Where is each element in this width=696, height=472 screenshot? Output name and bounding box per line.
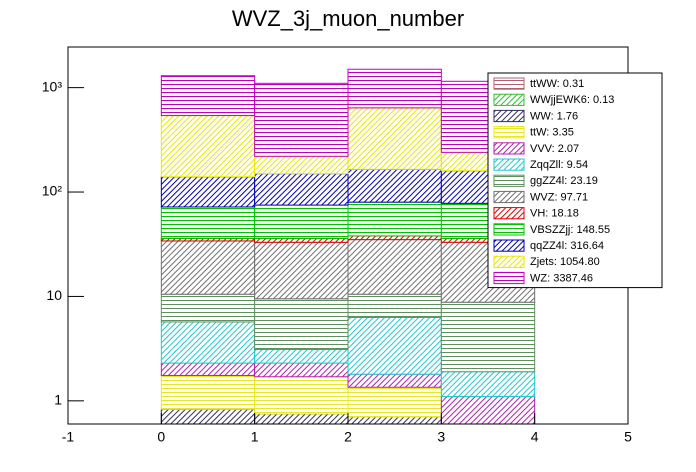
bar-segment (347, 416, 442, 425)
bar-segment (254, 413, 349, 425)
legend-label: VBSZZjj: 148.55 (530, 224, 610, 236)
bar-segment (347, 293, 442, 318)
legend-swatch (493, 239, 525, 252)
bar-segment (347, 386, 442, 418)
x-tick-label: 3 (437, 429, 445, 445)
bar-segment (254, 173, 349, 206)
bar-segment (254, 204, 349, 239)
bar-segment (440, 371, 536, 398)
legend-label: ZqqZll: 9.54 (530, 159, 588, 171)
legend: ttWW: 0.31 WWjjEWK6: 0.13 WW: 1.76 ttW: 3.3… (487, 72, 663, 289)
legend-label: qqZZ4l: 316.64 (530, 240, 604, 252)
legend-label: WW: 1.76 (530, 110, 578, 122)
x-tick-label: -1 (62, 429, 75, 445)
y-tick-label: 10³ (42, 78, 63, 94)
bar-segment (160, 362, 256, 376)
legend-swatch (493, 109, 525, 123)
bar-segment (254, 82, 349, 157)
bar-segment (347, 316, 442, 375)
bar-segment (160, 176, 256, 208)
legend-label: WWjjEWK6: 0.13 (530, 94, 614, 106)
legend-label: ttW: 3.35 (530, 127, 574, 139)
bar-segment (160, 206, 256, 239)
x-tick-label: 2 (344, 429, 352, 445)
bar-segment (254, 298, 349, 351)
y-tick-label: 10 (46, 287, 62, 303)
legend-label: Zjets: 1054.80 (530, 256, 600, 268)
bar-segment (347, 201, 442, 237)
bar-segment (347, 235, 442, 241)
legend-label: ggZZ4l: 23.19 (530, 175, 598, 187)
legend-label: ttWW: 0.31 (530, 78, 584, 90)
bar-segment (254, 237, 349, 243)
bar-segment (347, 239, 442, 295)
bar-segment (440, 301, 536, 373)
legend-label: VVV: 2.07 (530, 143, 579, 155)
bar-segment (254, 155, 349, 175)
legend-swatch (493, 174, 525, 187)
legend-swatch (493, 223, 525, 236)
bar-segment (254, 376, 349, 415)
stack (160, 68, 536, 425)
bar-segment (440, 396, 536, 425)
bar-segment (160, 408, 256, 425)
bar-segment (347, 107, 442, 170)
legend-swatch (493, 255, 525, 268)
bar-segment (347, 68, 442, 109)
bar-segment (160, 293, 256, 323)
legend-swatch (493, 93, 525, 106)
legend-swatch (493, 142, 525, 155)
legend-label: WZ: 3387.46 (530, 272, 593, 284)
axes: -1 0 1 2 3 4 5 1 10 10² 10³ (42, 78, 632, 444)
legend-swatch (493, 126, 525, 139)
x-tick-label: 1 (251, 429, 259, 445)
bar-segment (347, 168, 442, 203)
legend-swatch (493, 190, 525, 204)
bar-segment (160, 115, 256, 178)
x-tick-label: 5 (624, 429, 632, 445)
bar-segment (160, 75, 256, 117)
bar-segment (160, 374, 256, 410)
legend-swatch (493, 207, 525, 220)
bar-segment (254, 349, 349, 364)
legend-swatch (493, 271, 525, 285)
x-tick-label: 4 (531, 429, 539, 445)
chart-title: WVZ_3j_muon_number (232, 6, 464, 31)
x-tick-label: 0 (157, 429, 165, 445)
legend-swatch (493, 77, 525, 90)
bar-segment (254, 362, 349, 378)
y-tick-label: 10² (42, 183, 63, 199)
legend-label: WVZ: 97.71 (530, 191, 588, 203)
bar-segment (347, 373, 442, 388)
legend-swatch (493, 158, 525, 171)
legend-label: VH: 18.18 (530, 208, 579, 220)
y-tick-label: 1 (54, 392, 62, 408)
bar-segment (160, 240, 256, 295)
bar-segment (160, 321, 256, 364)
bar-segment (254, 241, 349, 300)
